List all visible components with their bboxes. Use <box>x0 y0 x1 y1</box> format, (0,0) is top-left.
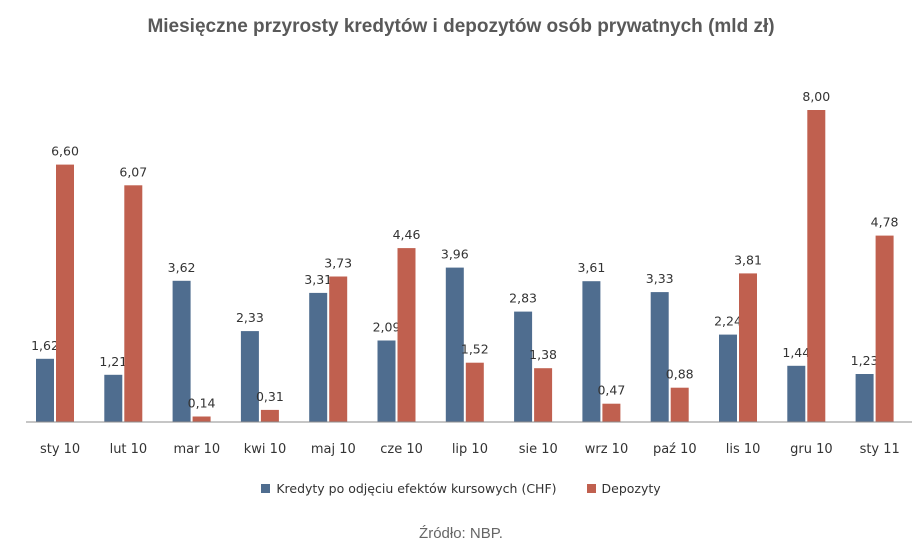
data-label-depozyty-3: 0,31 <box>256 389 284 404</box>
bar-depozyty-2 <box>192 416 211 422</box>
legend: Kredyty po odjęciu efektów kursowych (CH… <box>0 481 922 496</box>
data-label-kredyty-2: 3,62 <box>168 260 196 275</box>
data-label-depozyty-5: 4,46 <box>393 227 421 242</box>
data-label-depozyty-11: 8,00 <box>802 89 830 104</box>
data-label-kredyty-1: 1,21 <box>99 354 127 369</box>
legend-item-depozyty: Depozyty <box>586 481 661 496</box>
bar-depozyty-8 <box>602 403 621 422</box>
data-label-kredyty-11: 1,44 <box>782 345 810 360</box>
bar-kredyty-3 <box>240 331 259 422</box>
data-label-kredyty-10: 2,24 <box>714 314 742 329</box>
bar-depozyty-7 <box>534 368 553 422</box>
x-tick-label-2: mar 10 <box>173 442 220 457</box>
bar-kredyty-11 <box>787 365 806 422</box>
x-tick-label-3: kwi 10 <box>244 442 286 457</box>
x-tick-labels: sty 10 lut 10 mar 10 kwi 10 maj 10 cze 10 lip … <box>40 442 900 457</box>
x-tick-label-5: cze 10 <box>380 442 423 457</box>
bar-kredyty-10 <box>719 334 737 422</box>
bar-kredyty-2 <box>172 280 191 422</box>
bar-kredyty-7 <box>514 311 533 422</box>
bar-kredyty-0 <box>36 358 54 422</box>
x-tick-label-11: gru 10 <box>790 442 833 457</box>
data-label-kredyty-5: 2,09 <box>373 320 401 335</box>
data-label-depozyty-6: 1,52 <box>461 342 489 357</box>
x-tick-label-10: lis 10 <box>726 442 761 457</box>
data-label-depozyty-2: 0,14 <box>188 396 216 411</box>
bar-kredyty-9 <box>650 292 669 422</box>
data-label-kredyty-8: 3,61 <box>577 260 605 275</box>
legend-item-kredyty: Kredyty po odjęciu efektów kursowych (CH… <box>261 481 557 496</box>
x-tick-label-8: wrz 10 <box>585 442 628 457</box>
data-label-depozyty-12: 4,78 <box>871 215 899 230</box>
bar-chart: 1,62 6,60 1,21 6,07 3,62 0,14 2,33 0,31 3,313,73… <box>26 89 912 457</box>
source-note: Źródło: NBP. <box>419 525 503 542</box>
data-label-kredyty-9: 3,33 <box>646 271 674 286</box>
bar-depozyty-3 <box>260 409 279 422</box>
bar-kredyty-6 <box>445 267 464 422</box>
x-tick-label-12: sty 11 <box>860 442 900 457</box>
legend-label-kredyty: Kredyty po odjęciu efektów kursowych (CH… <box>276 481 557 496</box>
data-label-depozyty-4: 3,73 <box>324 256 352 271</box>
bar-depozyty-5 <box>397 248 416 422</box>
bar-depozyty-10 <box>739 273 757 422</box>
data-label-depozyty-10: 3,81 <box>734 252 762 267</box>
x-tick-label-1: lut 10 <box>110 442 148 457</box>
legend-swatch-depozyty <box>586 484 596 493</box>
bar-depozyty-1 <box>124 185 143 422</box>
x-tick-label-9: paź 10 <box>653 442 697 457</box>
data-label-depozyty-0: 6,60 <box>51 144 79 159</box>
data-label-depozyty-9: 0,88 <box>666 367 694 382</box>
bar-depozyty-11 <box>807 110 826 422</box>
data-label-kredyty-12: 1,23 <box>851 353 879 368</box>
x-tick-label-6: lip 10 <box>452 442 488 457</box>
bar-kredyty-12 <box>855 374 874 422</box>
x-tick-label-0: sty 10 <box>40 442 80 457</box>
bar-depozyty-9 <box>670 387 689 422</box>
bar-depozyty-12 <box>875 235 894 422</box>
data-label-kredyty-6: 3,96 <box>441 247 469 262</box>
data-label-kredyty-0: 1,62 <box>31 338 59 353</box>
bars-group: 1,62 6,60 1,21 6,07 3,62 0,14 2,33 0,31 3,313,73… <box>31 89 899 422</box>
bar-depozyty-6 <box>465 362 484 422</box>
chart-title: Miesięczne przyrosty kredytów i depozytó… <box>147 16 775 37</box>
bar-kredyty-4 <box>309 292 328 422</box>
data-label-depozyty-8: 0,47 <box>597 383 625 398</box>
legend-swatch-kredyty <box>261 484 271 493</box>
data-label-kredyty-7: 2,83 <box>509 291 537 306</box>
bar-depozyty-0 <box>56 164 74 422</box>
data-label-depozyty-7: 1,38 <box>529 347 557 362</box>
legend-label-depozyty: Depozyty <box>601 481 661 496</box>
bar-kredyty-8 <box>582 281 601 422</box>
x-tick-label-4: maj 10 <box>311 442 356 457</box>
x-tick-label-7: sie 10 <box>519 442 558 457</box>
data-label-kredyty-3: 2,33 <box>236 310 264 325</box>
bar-depozyty-4 <box>329 276 348 422</box>
bar-kredyty-1 <box>104 374 123 422</box>
data-label-kredyty-4: 3,31 <box>304 272 332 287</box>
data-label-depozyty-1: 6,07 <box>119 164 147 179</box>
bar-kredyty-5 <box>377 340 396 422</box>
